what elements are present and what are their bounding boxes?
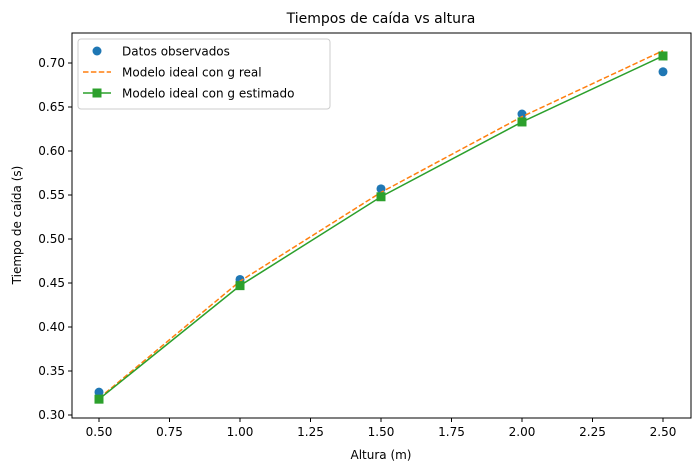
y-tick-label: 0.65 [38, 100, 65, 114]
legend-square-icon [92, 88, 102, 98]
legend-box [77, 38, 331, 110]
y-tick-label: 0.60 [38, 144, 65, 158]
y-tick-label: 0.50 [38, 232, 65, 246]
y-tick-label: 0.30 [38, 408, 65, 422]
legend: Datos observados Modelo ideal con g real M… [77, 38, 331, 110]
x-tick-label: 1.25 [297, 425, 324, 439]
legend-label: Modelo ideal con g real [122, 66, 262, 80]
legend-label: Modelo ideal con g estimado [122, 87, 295, 101]
x-tick-label: 2.50 [650, 425, 677, 439]
y-axis: 0.30 0.35 0.40 0.45 0.50 0.55 0.60 0.65 0.70 [38, 56, 72, 422]
chart-title: Tiempos de caída vs altura [286, 11, 476, 27]
x-axis: 0.50 0.75 1.00 1.25 1.50 1.75 2.00 2.25 2.50 [86, 418, 677, 439]
data-point-square [94, 394, 104, 404]
y-tick-label: 0.70 [38, 56, 65, 70]
data-point-square [376, 192, 386, 202]
data-point-square [235, 281, 245, 291]
y-tick-label: 0.55 [38, 188, 65, 202]
legend-item: Modelo ideal con g real [83, 66, 262, 80]
legend-circle-icon [92, 46, 102, 56]
x-tick-label: 1.75 [438, 425, 465, 439]
x-tick-label: 0.75 [156, 425, 183, 439]
series-3 [94, 51, 668, 404]
x-axis-label: Altura (m) [350, 448, 411, 462]
data-point-circle [658, 67, 668, 77]
legend-item: Datos observados [92, 45, 230, 59]
x-tick-label: 1.50 [368, 425, 395, 439]
data-point-square [658, 51, 668, 61]
x-tick-label: 0.50 [86, 425, 113, 439]
y-axis-label: Tiempo de caída (s) [10, 166, 24, 286]
x-tick-label: 2.00 [509, 425, 536, 439]
x-tick-label: 2.25 [579, 425, 606, 439]
y-tick-label: 0.45 [38, 276, 65, 290]
data-point-square [517, 117, 527, 127]
legend-item: Modelo ideal con g estimado [83, 87, 295, 101]
data-point-circle [94, 387, 104, 397]
x-tick-label: 1.00 [227, 425, 254, 439]
series-1 [94, 67, 668, 397]
y-tick-label: 0.40 [38, 320, 65, 334]
data-point-circle [517, 109, 527, 119]
legend-label: Datos observados [122, 45, 230, 59]
axes-frame [71, 32, 692, 419]
plot-area [94, 50, 668, 404]
y-tick-label: 0.35 [38, 364, 65, 378]
